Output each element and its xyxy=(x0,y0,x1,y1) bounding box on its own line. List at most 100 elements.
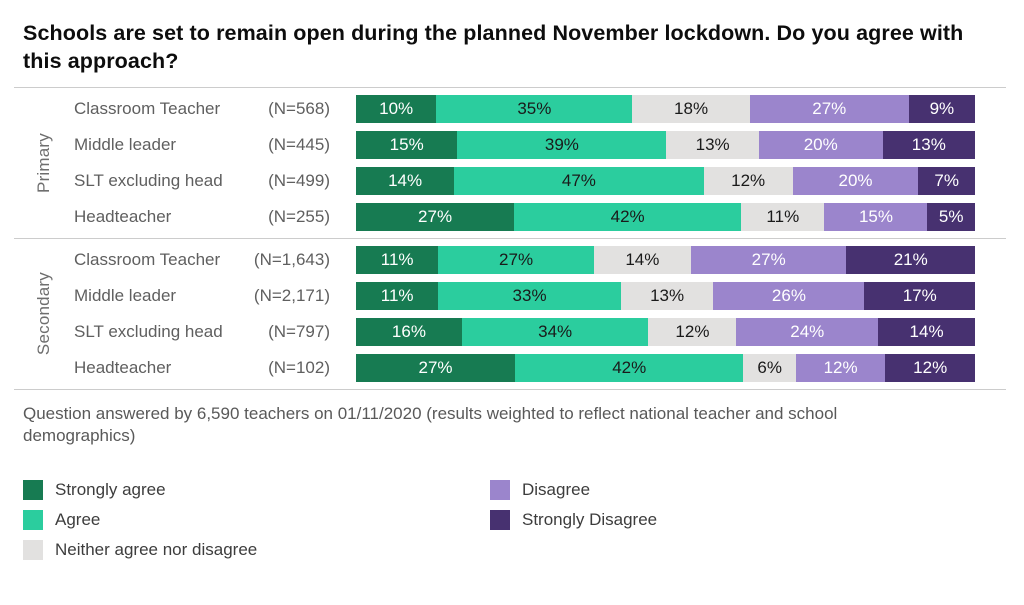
bar-segment-strongly-disagree: 5% xyxy=(927,202,975,231)
row-role-label: Classroom Teacher xyxy=(74,249,221,269)
bar-segment-strongly-agree: 16% xyxy=(356,317,462,346)
row-sample-size: (N=499) xyxy=(268,170,330,190)
bar-segment-agree: 33% xyxy=(438,281,621,310)
bar-segment-strongly-disagree: 17% xyxy=(864,281,975,310)
bar-segment-disagree: 12% xyxy=(795,353,886,382)
legend-label: Disagree xyxy=(522,480,591,500)
row-role-label: SLT excluding head xyxy=(74,321,223,341)
stacked-bar: 10% 35% 18% 27% 9% xyxy=(356,94,975,123)
bar-segment-neither-agree-nor-disagree: 11% xyxy=(741,202,825,231)
chart-row: SLT excluding head (N=797) 16% 34% 12% 24% 14% xyxy=(74,314,1006,350)
chart-row: SLT excluding head (N=499) 14% 47% 12% 20% 7% xyxy=(74,163,1006,199)
bar-segment-strongly-agree: 27% xyxy=(356,202,515,231)
chart-row: Classroom Teacher (N=568) 10% 35% 18% 27% 9% xyxy=(74,91,1006,127)
chart-row: Classroom Teacher (N=1,643) 11% 27% 14% 27% 21… xyxy=(74,242,1006,278)
legend-item-strongly-agree: Strongly agree xyxy=(23,475,490,505)
chart-row: Headteacher (N=102) 27% 42% 6% 12% 12% xyxy=(74,350,1006,386)
stacked-bar: 14% 47% 12% 20% 7% xyxy=(356,166,975,195)
bar-segment-strongly-disagree: 14% xyxy=(878,317,975,346)
bar-segment-neither-agree-nor-disagree: 12% xyxy=(703,166,793,195)
legend-item-neither-agree-nor-disagree: Neither agree nor disagree xyxy=(23,535,490,565)
bar-segment-strongly-agree: 27% xyxy=(356,353,516,382)
bar-segment-strongly-agree: 11% xyxy=(356,245,439,274)
chart-footnote: Question answered by 6,590 teachers on 0… xyxy=(23,403,838,446)
legend-swatch xyxy=(490,480,510,501)
group-rows: Classroom Teacher (N=568) 10% 35% 18% 27% 9% Mi… xyxy=(74,91,1006,235)
group-label-cell: Primary xyxy=(14,91,74,235)
chart-title: Schools are set to remain open during th… xyxy=(23,21,964,73)
row-sample-size: (N=445) xyxy=(268,134,330,154)
bar-segment-disagree: 27% xyxy=(690,245,847,274)
bar-segment-neither-agree-nor-disagree: 14% xyxy=(593,245,691,274)
stacked-bar: 15% 39% 13% 20% 13% xyxy=(356,130,975,159)
row-sample-size: (N=255) xyxy=(268,206,330,226)
bar-segment-agree: 34% xyxy=(461,317,649,346)
legend-column-2: Disagree Strongly Disagree xyxy=(490,475,657,535)
bar-segment-agree: 39% xyxy=(457,130,667,159)
legend-item-agree: Agree xyxy=(23,505,490,535)
bar-segment-strongly-disagree: 21% xyxy=(846,245,975,274)
bar-segment-agree: 42% xyxy=(514,202,742,231)
chart-group-primary: Primary Classroom Teacher (N=568) 10% 35% 18%… xyxy=(14,88,1006,239)
row-sample-size: (N=2,171) xyxy=(253,285,330,305)
bar-segment-disagree: 26% xyxy=(713,281,865,310)
bar-segment-agree: 27% xyxy=(438,245,594,274)
chart-row: Middle leader (N=445) 15% 39% 13% 20% 13% xyxy=(74,127,1006,163)
row-role-label: Headteacher xyxy=(74,357,172,377)
bar-segment-strongly-agree: 14% xyxy=(356,166,455,195)
bar-segment-disagree: 20% xyxy=(792,166,919,195)
bar-segment-disagree: 20% xyxy=(758,130,883,159)
chart-groups: Primary Classroom Teacher (N=568) 10% 35% 18%… xyxy=(14,88,1006,390)
legend-swatch xyxy=(23,510,43,531)
row-role-label: Middle leader xyxy=(74,134,177,154)
bar-segment-agree: 42% xyxy=(515,353,744,382)
legend-swatch xyxy=(23,540,43,561)
bar-segment-neither-agree-nor-disagree: 6% xyxy=(743,353,796,382)
stacked-bar: 11% 33% 13% 26% 17% xyxy=(356,281,975,310)
bar-segment-neither-agree-nor-disagree: 18% xyxy=(632,94,750,123)
bar-segment-strongly-disagree: 12% xyxy=(885,353,975,382)
chart-group-secondary: Secondary Classroom Teacher (N=1,643) 11% 27… xyxy=(14,239,1006,390)
row-sample-size: (N=797) xyxy=(268,321,330,341)
chart-legend: Strongly agree Agree Neither agree nor dis… xyxy=(23,475,1024,565)
legend-item-strongly-disagree: Strongly Disagree xyxy=(490,505,657,535)
group-label-cell: Secondary xyxy=(14,242,74,386)
bar-segment-strongly-agree: 15% xyxy=(356,130,458,159)
row-role-label: SLT excluding head xyxy=(74,170,223,190)
bar-segment-neither-agree-nor-disagree: 12% xyxy=(648,317,737,346)
group-label: Secondary xyxy=(34,272,53,356)
bar-segment-agree: 35% xyxy=(436,94,633,123)
bar-segment-disagree: 15% xyxy=(824,202,928,231)
legend-label: Neither agree nor disagree xyxy=(55,540,258,560)
bar-segment-strongly-disagree: 9% xyxy=(908,94,975,123)
legend-swatch xyxy=(490,510,510,531)
row-sample-size: (N=568) xyxy=(268,98,330,118)
bar-segment-strongly-disagree: 7% xyxy=(918,166,975,195)
chart-row: Middle leader (N=2,171) 11% 33% 13% 26% 17% xyxy=(74,278,1006,314)
bar-segment-neither-agree-nor-disagree: 13% xyxy=(666,130,759,159)
stacked-bar: 16% 34% 12% 24% 14% xyxy=(356,317,975,346)
bar-segment-disagree: 27% xyxy=(749,94,909,123)
row-role-label: Classroom Teacher xyxy=(74,98,221,118)
group-label: Primary xyxy=(34,132,53,193)
bar-segment-strongly-agree: 11% xyxy=(356,281,439,310)
row-sample-size: (N=102) xyxy=(268,357,330,377)
legend-label: Strongly Disagree xyxy=(522,510,658,530)
chart-row: Headteacher (N=255) 27% 42% 11% 15% 5% xyxy=(74,199,1006,235)
legend-swatch xyxy=(23,480,43,501)
legend-item-disagree: Disagree xyxy=(490,475,657,505)
row-role-label: Headteacher xyxy=(74,206,172,226)
bar-segment-strongly-agree: 10% xyxy=(356,94,437,123)
bar-segment-strongly-disagree: 13% xyxy=(882,130,975,159)
row-sample-size: (N=1,643) xyxy=(253,249,330,269)
stacked-bar: 11% 27% 14% 27% 21% xyxy=(356,245,975,274)
legend-label: Agree xyxy=(55,510,101,530)
bar-segment-disagree: 24% xyxy=(736,317,879,346)
legend-label: Strongly agree xyxy=(55,480,166,500)
stacked-bar: 27% 42% 6% 12% 12% xyxy=(356,353,975,382)
stacked-bar: 27% 42% 11% 15% 5% xyxy=(356,202,975,231)
legend-column-1: Strongly agree Agree Neither agree nor dis… xyxy=(23,475,490,565)
bar-segment-agree: 47% xyxy=(454,166,704,195)
group-rows: Classroom Teacher (N=1,643) 11% 27% 14% 27% 21… xyxy=(74,242,1006,386)
bar-segment-neither-agree-nor-disagree: 13% xyxy=(620,281,714,310)
